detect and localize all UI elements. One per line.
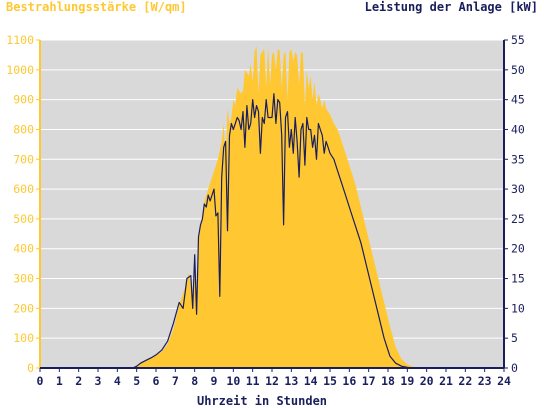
right-tick-label: 5 xyxy=(511,331,518,345)
x-tick-label: 9 xyxy=(211,374,218,388)
left-tick-label: 800 xyxy=(13,122,34,136)
x-tick-label: 21 xyxy=(439,374,453,388)
x-tick-label: 16 xyxy=(342,374,356,388)
left-tick-label: 0 xyxy=(27,361,34,375)
irradiance-area xyxy=(40,46,504,368)
x-tick-label: 10 xyxy=(226,374,240,388)
x-tick-label: 22 xyxy=(458,374,472,388)
left-axis-title: Bestrahlungsstärke [W/qm] xyxy=(6,0,187,14)
x-tick-label: 0 xyxy=(37,374,44,388)
left-tick-label: 300 xyxy=(13,272,34,286)
right-tick-label: 15 xyxy=(511,272,525,286)
right-tick-label: 55 xyxy=(511,33,525,47)
x-tick-label: 7 xyxy=(172,374,179,388)
right-tick-label: 45 xyxy=(511,93,525,107)
right-tick-label: 0 xyxy=(511,361,518,375)
right-axis-title: Leistung der Anlage [kW] xyxy=(365,0,538,14)
x-tick-label: 2 xyxy=(75,374,82,388)
x-tick-label: 5 xyxy=(133,374,140,388)
left-tick-label: 500 xyxy=(13,212,34,226)
x-tick-label: 8 xyxy=(191,374,198,388)
x-tick-label: 23 xyxy=(478,374,492,388)
x-tick-label: 12 xyxy=(265,374,279,388)
right-tick-label: 50 xyxy=(511,63,525,77)
x-tick-label: 24 xyxy=(497,374,511,388)
power-line xyxy=(40,93,504,369)
left-tick-label: 100 xyxy=(13,331,34,345)
x-tick-label: 18 xyxy=(381,374,395,388)
left-tick-label: 400 xyxy=(13,242,34,256)
left-tick-label: 1000 xyxy=(6,63,34,77)
x-tick-label: 20 xyxy=(420,374,434,388)
right-tick-label: 40 xyxy=(511,122,525,136)
x-tick-label: 14 xyxy=(304,374,318,388)
left-tick-label: 1100 xyxy=(6,33,34,47)
right-tick-label: 25 xyxy=(511,212,525,226)
x-tick-label: 11 xyxy=(246,374,260,388)
x-tick-label: 3 xyxy=(95,374,102,388)
x-tick-label: 15 xyxy=(323,374,337,388)
left-tick-label: 700 xyxy=(13,152,34,166)
right-tick-label: 10 xyxy=(511,301,525,315)
x-tick-label: 4 xyxy=(114,374,121,388)
right-tick-label: 20 xyxy=(511,242,525,256)
x-tick-label: 19 xyxy=(400,374,414,388)
x-tick-label: 17 xyxy=(362,374,376,388)
left-tick-label: 900 xyxy=(13,93,34,107)
left-tick-label: 200 xyxy=(13,301,34,315)
right-tick-label: 30 xyxy=(511,182,525,196)
x-tick-label: 1 xyxy=(56,374,63,388)
x-axis-title: Uhrzeit in Stunden xyxy=(197,394,327,408)
x-tick-label: 6 xyxy=(153,374,160,388)
x-tick-label: 13 xyxy=(284,374,298,388)
left-tick-label: 600 xyxy=(13,182,34,196)
right-tick-label: 35 xyxy=(511,152,525,166)
